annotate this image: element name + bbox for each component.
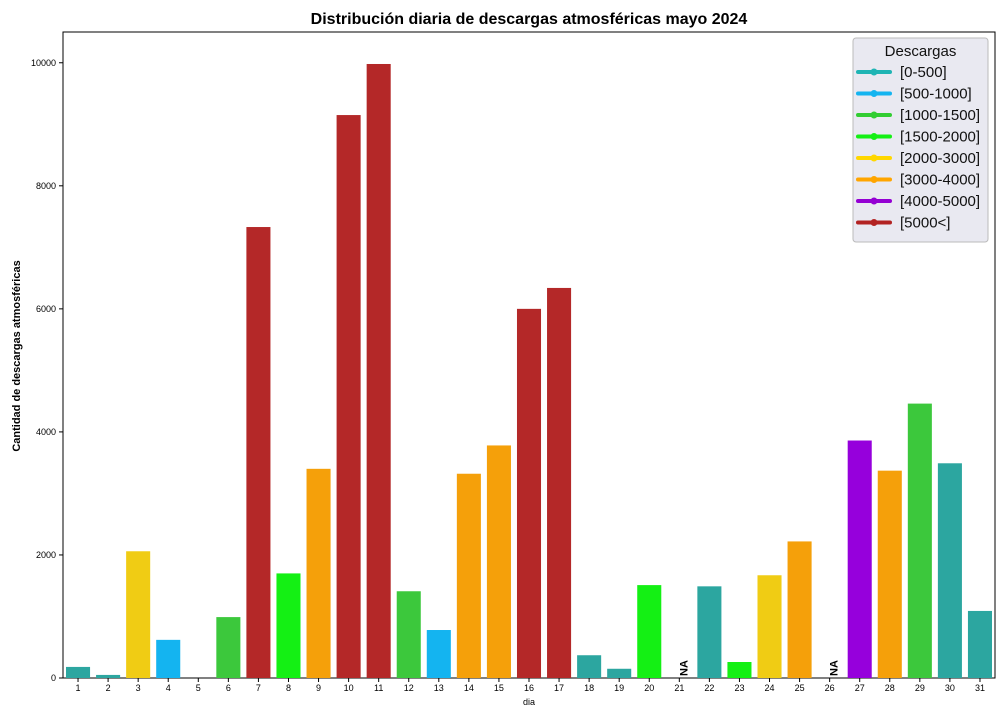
bar-day-8	[276, 573, 301, 678]
bar-day-4	[156, 639, 181, 678]
x-tick-label: 22	[704, 683, 714, 693]
x-tick-label: 23	[734, 683, 744, 693]
x-tick-label: 6	[226, 683, 231, 693]
legend-marker	[870, 176, 878, 183]
legend-marker	[870, 133, 878, 140]
legend-label: [2000-3000]	[900, 150, 980, 167]
legend-label: [0-500]	[900, 64, 947, 81]
bar-day-28	[877, 470, 902, 678]
bar-day-18	[577, 655, 602, 678]
x-tick-label: 10	[344, 683, 354, 693]
x-tick-label: 2	[106, 683, 111, 693]
y-tick-label: 10000	[31, 58, 56, 68]
y-tick-label: 6000	[36, 304, 56, 314]
bar-day-14	[456, 473, 481, 678]
bar-day-13	[426, 630, 451, 678]
legend-marker	[870, 154, 878, 162]
legend-marker	[870, 197, 878, 205]
x-tick-label: 31	[975, 683, 985, 693]
x-tick-label: 15	[494, 683, 504, 693]
x-tick-label: 24	[765, 683, 775, 693]
x-tick-label: 9	[316, 683, 321, 693]
bar-day-10	[336, 115, 361, 679]
bar-day-1	[66, 666, 91, 678]
bar-day-12	[396, 591, 421, 678]
x-tick-label: 19	[614, 683, 624, 693]
y-tick-label: 0	[51, 673, 56, 683]
bar-day-2	[96, 674, 121, 678]
bar-day-16	[516, 308, 542, 678]
x-tick-label: 12	[404, 683, 414, 693]
legend-marker	[870, 90, 878, 97]
x-tick-label: 29	[915, 683, 925, 693]
bar-day-7	[246, 227, 271, 679]
x-tick-label: 21	[674, 683, 684, 693]
bar-day-15	[486, 445, 511, 678]
x-tick-label: 13	[434, 683, 444, 693]
bar-day-3	[126, 551, 151, 678]
bar-day-19	[607, 668, 632, 678]
bar-day-30	[937, 463, 962, 678]
x-axis-label: dia	[523, 697, 535, 707]
y-tick-label: 2000	[36, 550, 56, 560]
legend-marker	[870, 219, 878, 226]
bar-day-23	[727, 662, 752, 678]
legend-label: [1500-2000]	[900, 129, 980, 146]
bar-day-31	[967, 610, 992, 678]
legend-label: [3000-4000]	[900, 172, 980, 189]
legend-marker	[870, 68, 878, 76]
bar-day-25	[787, 541, 812, 678]
x-tick-label: 4	[166, 683, 171, 693]
x-tick-label: 5	[196, 683, 201, 693]
bar-day-29	[907, 403, 932, 678]
legend-label: [500-1000]	[900, 86, 972, 103]
x-tick-label: 14	[464, 683, 474, 693]
y-tick-label: 8000	[36, 181, 56, 191]
x-tick-label: 28	[885, 683, 895, 693]
x-tick-label: 27	[855, 683, 865, 693]
na-label: NA	[829, 660, 841, 676]
bar-day-20	[637, 585, 662, 678]
x-tick-label: 26	[825, 683, 835, 693]
legend-label: [5000<]	[900, 215, 950, 232]
x-tick-label: 7	[256, 683, 261, 693]
legend-label: [4000-5000]	[900, 193, 980, 210]
bar-day-24	[757, 575, 782, 678]
chart-title: Distribución diaria de descargas atmosfé…	[311, 11, 748, 28]
bar-day-27	[847, 440, 872, 678]
x-tick-label: 25	[795, 683, 805, 693]
y-axis-label: Cantidad de descargas atmosféricas	[11, 260, 23, 451]
x-tick-label: 20	[644, 683, 654, 693]
x-tick-label: 1	[76, 683, 81, 693]
x-tick-label: 11	[374, 683, 383, 693]
x-tick-label: 8	[286, 683, 291, 693]
x-tick-label: 18	[584, 683, 594, 693]
na-label: NA	[678, 660, 690, 676]
x-tick-label: 30	[945, 683, 955, 693]
x-tick-label: 17	[554, 683, 564, 693]
legend-label: [1000-1500]	[900, 107, 980, 124]
x-tick-label: 16	[524, 683, 534, 693]
legend-marker	[870, 111, 878, 119]
legend-title: Descargas	[885, 43, 957, 60]
bar-day-17	[547, 287, 572, 678]
x-tick-label: 3	[136, 683, 141, 693]
bar-day-9	[306, 468, 331, 678]
y-tick-label: 4000	[36, 427, 56, 437]
bar-day-22	[697, 586, 722, 678]
bar-day-6	[216, 617, 241, 678]
legend-box	[852, 37, 989, 243]
bar-day-11	[366, 63, 391, 679]
